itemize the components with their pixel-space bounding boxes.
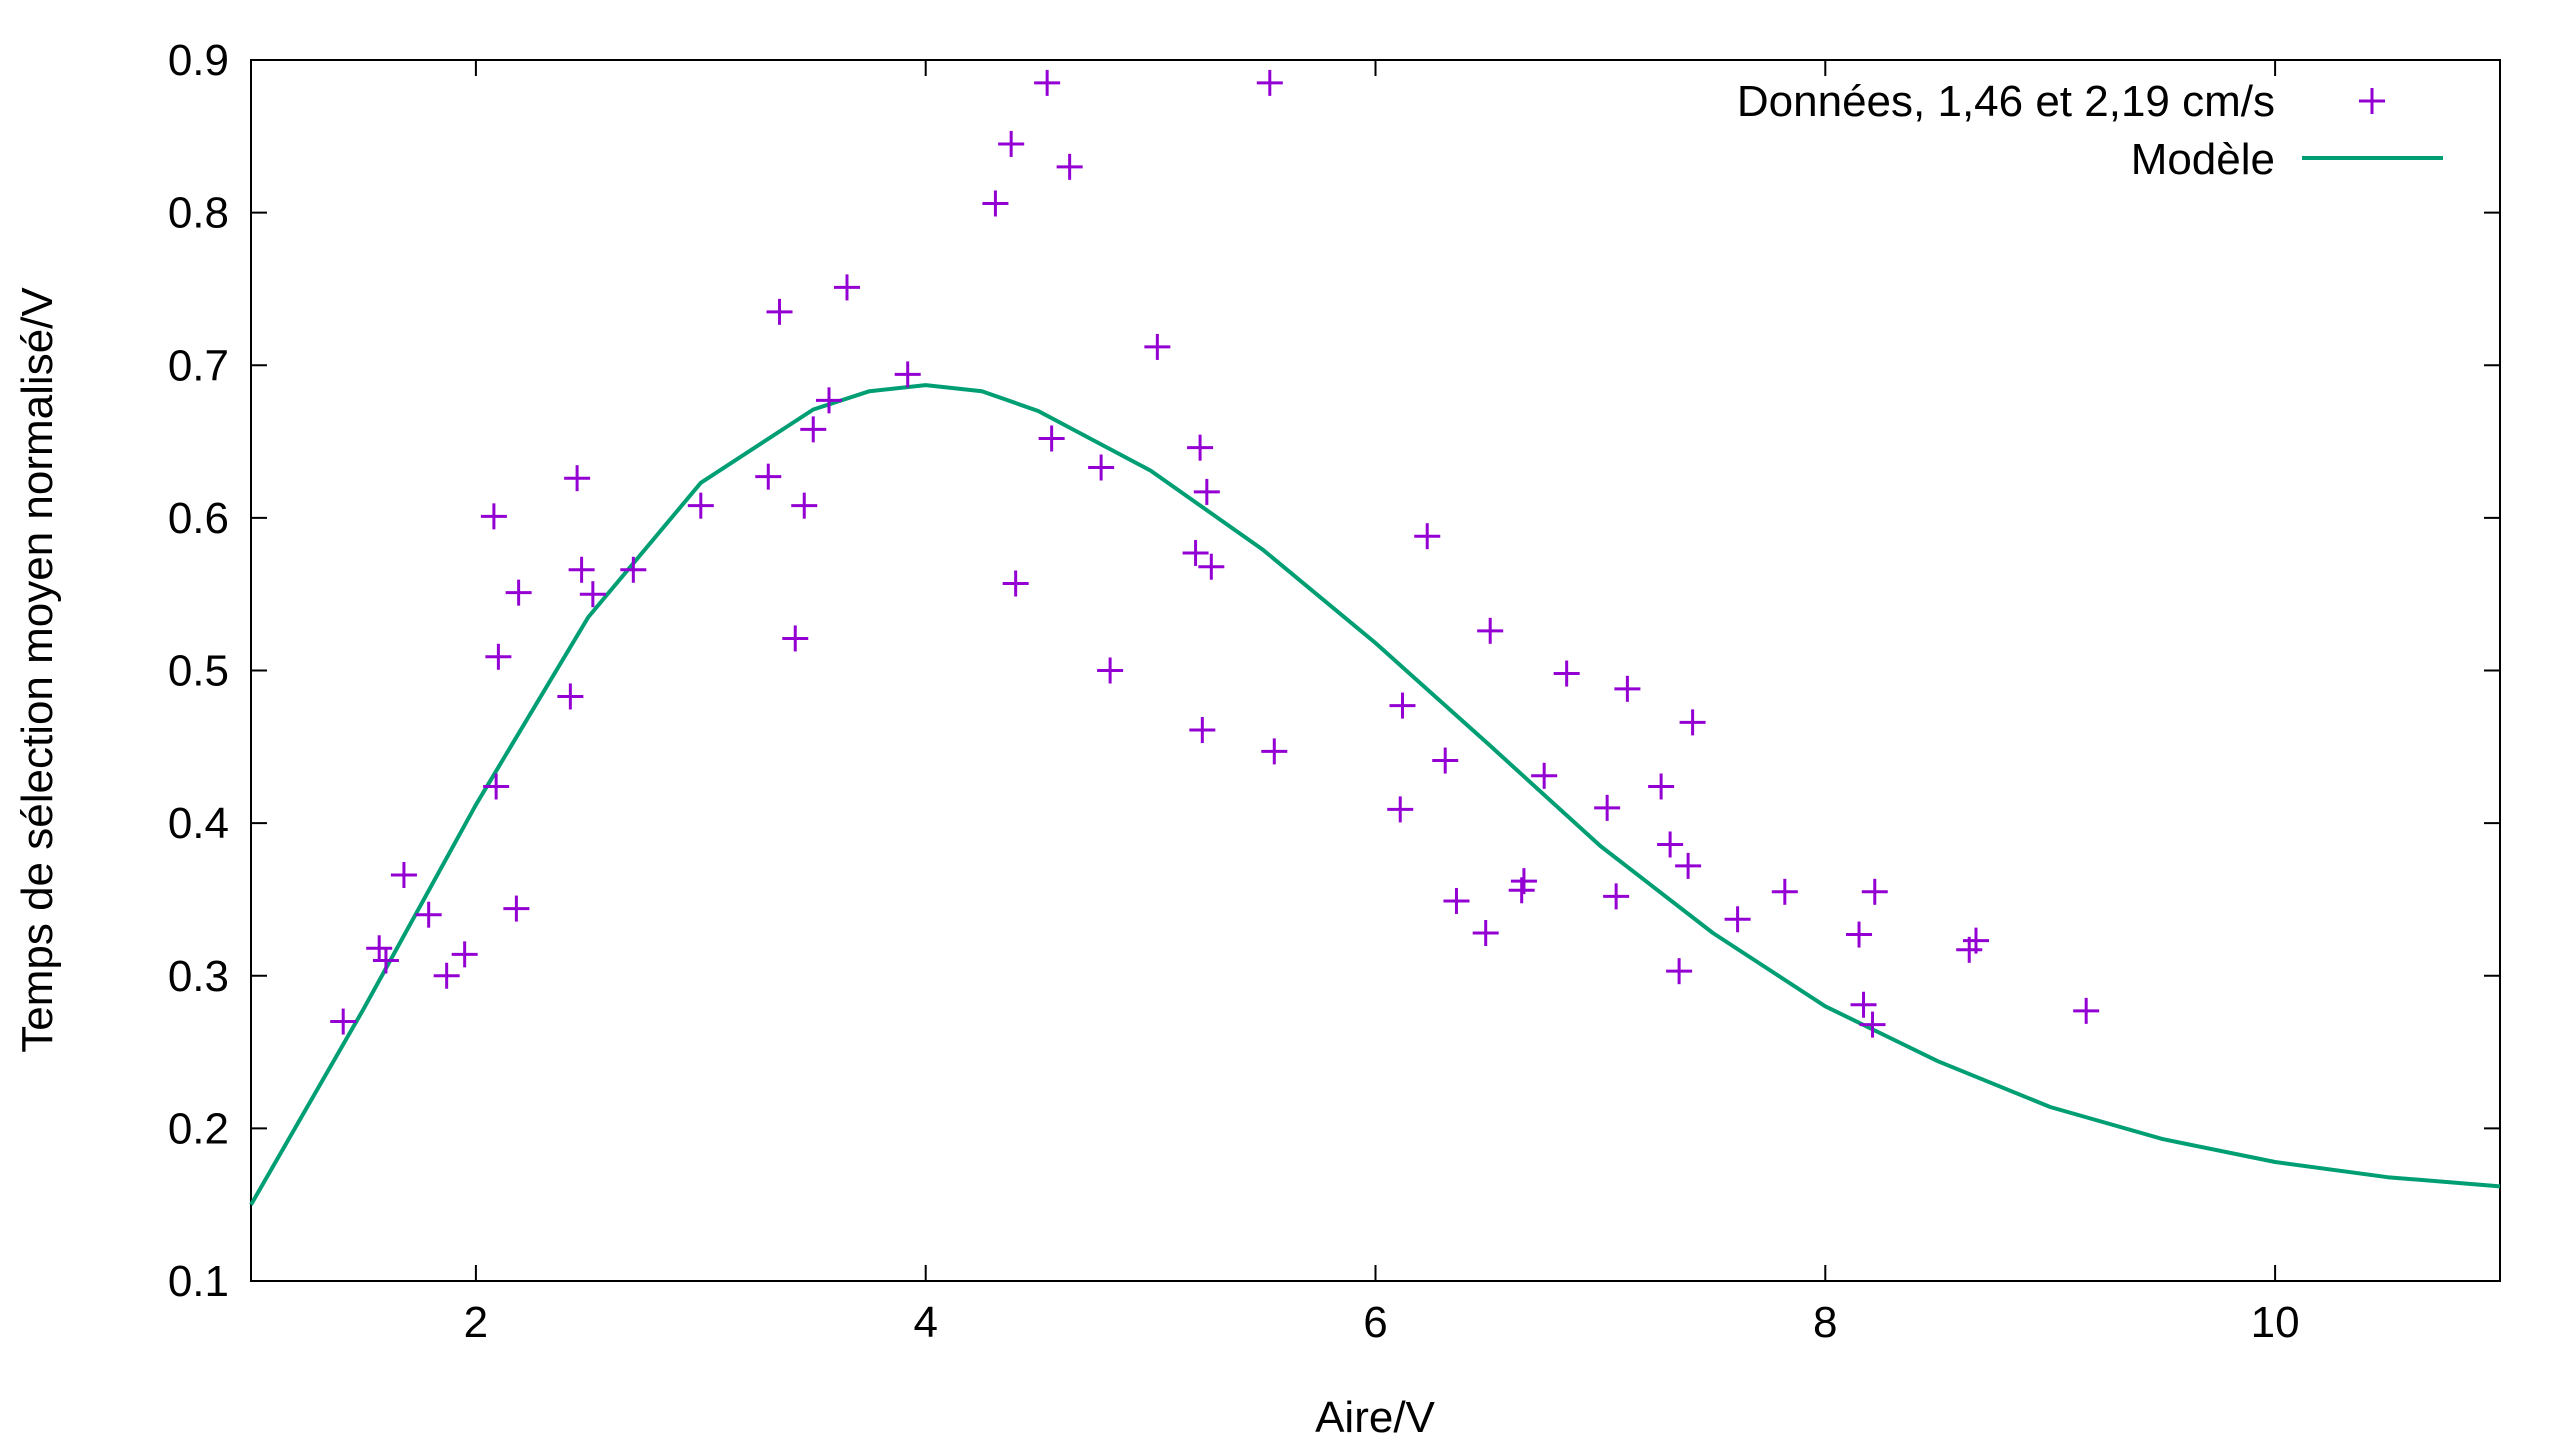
data-point [1603,883,1630,910]
data-point [1594,794,1621,821]
data-point [568,556,595,583]
data-point [483,773,510,800]
data-point [564,465,591,492]
data-point [800,416,827,443]
data-point [1144,333,1171,360]
data-point [1510,868,1537,895]
data-point [1432,747,1459,774]
data-point [1477,617,1504,644]
data-point [366,935,393,962]
data-point [330,1008,357,1035]
y-tick-label: 0.7 [168,341,229,390]
y-tick-label: 0.5 [168,647,229,696]
data-point [451,941,478,968]
data-point [1859,1011,1886,1038]
data-point [687,492,714,519]
data-point [1261,738,1288,765]
data-point [1657,831,1684,858]
x-tick-label: 10 [2251,1298,2300,1347]
data-point [1387,796,1414,823]
y-tick-label: 0.4 [168,799,229,848]
data-point [815,387,842,414]
x-axis-ticks: 2 4 6 8 10 [464,60,2300,1347]
data-point [579,581,606,608]
data-point [1553,660,1580,687]
y-axis-ticks: 0.1 0.2 0.3 0.4 0.5 0.6 0.7 0.8 0.9 [168,36,2500,1306]
data-point [1846,921,1873,948]
data-point [480,503,507,530]
data-point [505,579,532,606]
data-point [791,492,818,519]
y-tick-label: 0.8 [168,189,229,238]
data-point [1198,553,1225,580]
data-point [1850,991,1877,1018]
y-axis-label: Temps de sélection moyen normalisé/V [13,287,62,1053]
data-point [1193,478,1220,505]
data-point [1056,153,1083,180]
data-point [1666,958,1693,985]
y-tick-label: 0.9 [168,36,229,85]
data-point [415,901,442,928]
data-point [433,962,460,989]
x-tick-label: 8 [1813,1298,1837,1347]
data-point [1962,927,1989,954]
data-point [1182,539,1209,566]
data-point [833,274,860,301]
data-point [1472,920,1499,947]
data-point [390,862,417,889]
model-curve [249,383,2501,1206]
data-point [1088,454,1115,481]
plot-frame [250,59,2501,1282]
data-point [1038,425,1065,452]
data-point [1724,906,1751,933]
data-point [1443,887,1470,914]
data-points [330,69,2100,1038]
data-point [1189,717,1216,744]
data-point [766,298,793,325]
data-point [1256,69,1283,96]
data-point [1187,434,1214,461]
data-point [503,895,530,922]
data-point [1531,762,1558,789]
y-tick-label: 0.6 [168,494,229,543]
x-tick-label: 4 [913,1298,937,1347]
legend-marker-data [2359,88,2385,114]
legend-label-data: Données, 1,46 et 2,19 cm/s [1737,77,2275,126]
data-point [1389,692,1416,719]
data-point [1771,878,1798,905]
data-point [1034,69,1061,96]
plot-area [249,59,2501,1282]
y-tick-label: 0.2 [168,1104,229,1153]
data-point [894,361,921,388]
data-point [998,130,1025,157]
data-point [620,556,647,583]
legend-label-model: Modèle [2131,135,2275,184]
data-point [485,643,512,670]
model-layer [249,383,2501,1206]
data-point [1097,657,1124,684]
y-tick-label: 0.3 [168,952,229,1001]
data-point [1648,773,1675,800]
data-point [1861,878,1888,905]
data-point [755,463,782,490]
data-point [372,947,399,974]
x-tick-label: 6 [1363,1298,1387,1347]
data-point [2073,997,2100,1024]
data-point [1002,570,1029,597]
x-tick-label: 2 [464,1298,488,1347]
data-point [557,683,584,710]
y-tick-label: 0.1 [168,1257,229,1306]
data-point [1679,709,1706,736]
x-axis-label: Aire/V [1315,1393,1435,1440]
legend: Données, 1,46 et 2,19 cm/s Modèle [1737,77,2443,184]
data-point [782,625,809,652]
data-point [1614,675,1641,702]
data-point [1675,852,1702,879]
data-point [1414,523,1441,550]
data-point [982,190,1009,217]
legend-plus-marker [2359,88,2385,114]
